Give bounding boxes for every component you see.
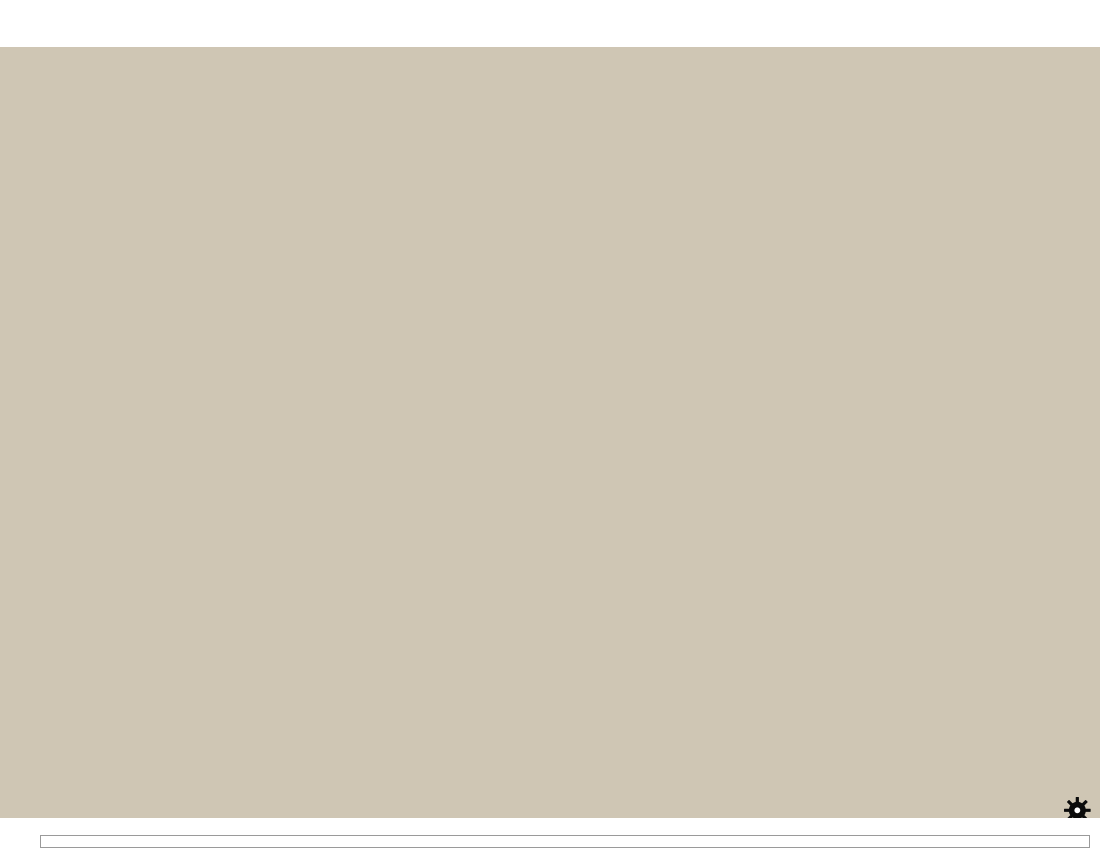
map-viewport[interactable] <box>0 47 1100 818</box>
contour-field-canvas <box>0 47 1100 818</box>
colorbar-swatches <box>40 835 1090 848</box>
colorbar-tick-labels <box>0 818 1100 835</box>
colorbar <box>0 818 1100 850</box>
gear-icon <box>1064 788 1092 818</box>
pivotal-weather-logo <box>1064 787 1092 818</box>
map-header <box>0 0 1100 47</box>
